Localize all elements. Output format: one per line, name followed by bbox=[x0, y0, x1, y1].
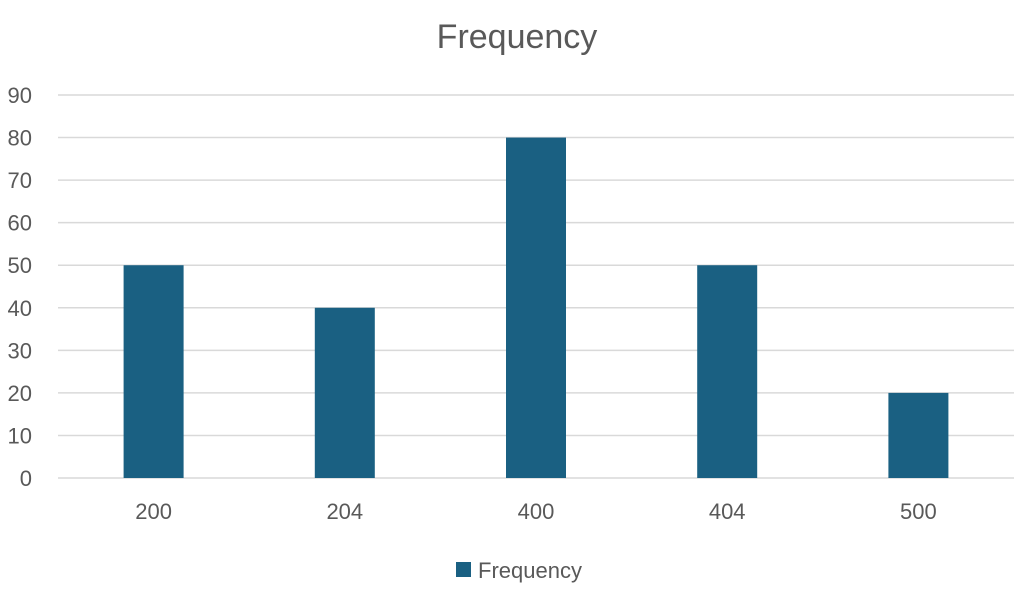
bar-204 bbox=[314, 307, 375, 478]
legend-swatch bbox=[456, 562, 471, 577]
bar-400 bbox=[506, 137, 566, 479]
y-tick-label: 50 bbox=[8, 253, 32, 278]
y-tick-label: 0 bbox=[20, 466, 32, 491]
y-tick-label: 80 bbox=[8, 126, 32, 151]
y-tick-label: 90 bbox=[8, 83, 32, 108]
x-tick-label: 200 bbox=[135, 499, 172, 524]
y-tick-label: 20 bbox=[8, 381, 32, 406]
x-axis-tick-labels: 200 204 400 404 500 bbox=[135, 499, 937, 524]
y-tick-label: 30 bbox=[8, 338, 32, 363]
y-tick-label: 70 bbox=[8, 168, 32, 193]
bar-404 bbox=[697, 265, 758, 478]
x-tick-label: 500 bbox=[900, 499, 937, 524]
bar-200 bbox=[123, 265, 184, 478]
y-axis-tick-labels: 0 10 20 30 40 50 60 70 80 90 bbox=[8, 83, 32, 491]
legend-label: Frequency bbox=[478, 558, 582, 583]
y-tick-label: 10 bbox=[8, 423, 32, 448]
x-tick-label: 204 bbox=[326, 499, 363, 524]
y-tick-label: 60 bbox=[8, 211, 32, 236]
x-tick-label: 404 bbox=[709, 499, 746, 524]
legend: Frequency bbox=[456, 558, 582, 583]
chart-title: Frequency bbox=[437, 18, 598, 56]
x-tick-label: 400 bbox=[518, 499, 555, 524]
bars bbox=[123, 137, 949, 479]
bar-500 bbox=[888, 392, 949, 478]
y-tick-label: 40 bbox=[8, 296, 32, 321]
